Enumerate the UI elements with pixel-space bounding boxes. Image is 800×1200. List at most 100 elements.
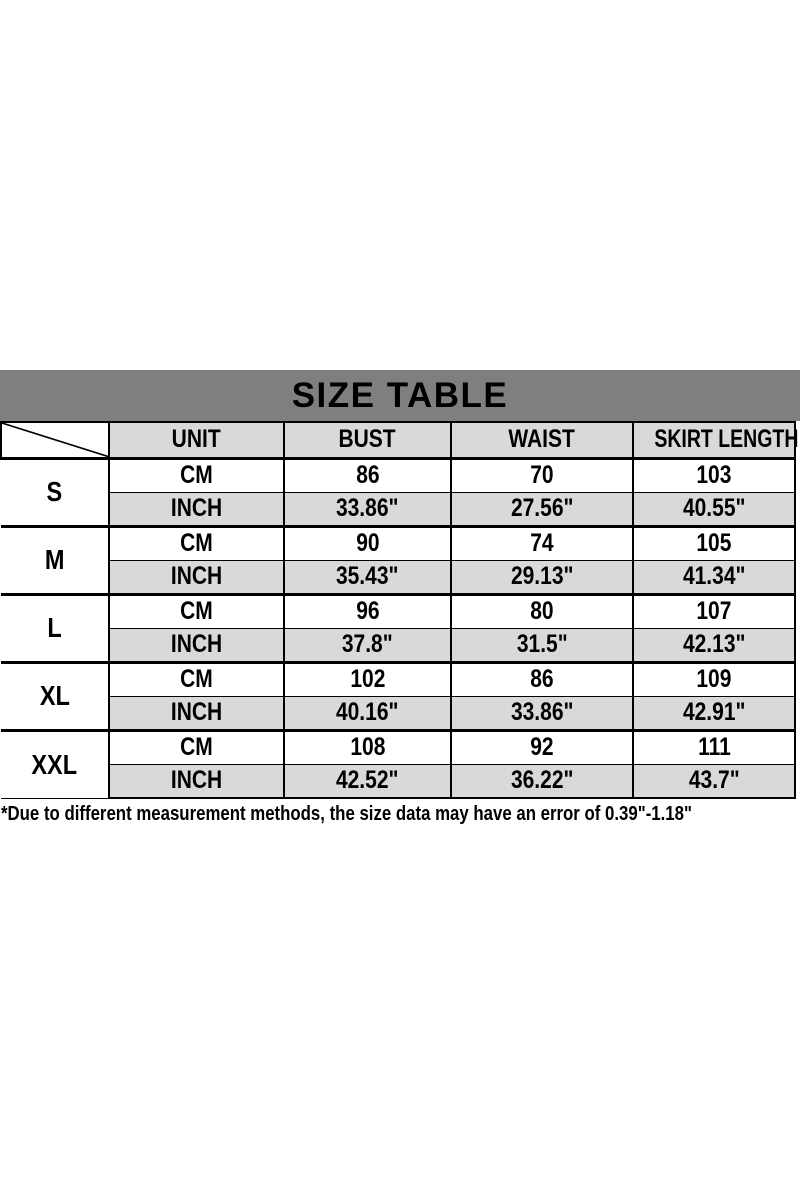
cell-skirt-length: 42.13" — [632, 627, 796, 663]
row-xl-inch: INCH 40.16" 33.86" 42.91" — [1, 695, 796, 731]
cell-text: 86 — [530, 665, 554, 693]
cell-text: 40.16" — [336, 698, 399, 726]
unit-text: INCH — [170, 562, 223, 590]
cell-text: 27.56" — [510, 494, 574, 522]
cell-text: 107 — [696, 597, 732, 625]
cell-waist: 70 — [450, 456, 634, 493]
cell-text: 36.22" — [510, 766, 574, 795]
cell-bust: 86 — [283, 456, 452, 493]
unit-text: CM — [180, 665, 213, 693]
row-l-cm: L CM 96 80 107 — [1, 592, 796, 663]
col-header-label: UNIT — [171, 425, 221, 454]
size-text: L — [47, 612, 62, 643]
cell-waist: 86 — [450, 660, 634, 697]
cell-text: 74 — [530, 529, 554, 557]
cell-text: 80 — [530, 597, 554, 625]
title-bar: SIZE TABLE — [0, 370, 800, 421]
unit-cell: INCH — [108, 627, 285, 663]
cell-text: 70 — [530, 461, 554, 489]
cell-waist: 36.22" — [450, 763, 634, 799]
cell-text: 33.86" — [336, 494, 399, 522]
unit-text: INCH — [170, 698, 223, 726]
col-header-label: BUST — [338, 425, 397, 454]
footnote-text: *Due to different measurement methods, t… — [1, 803, 692, 825]
cell-bust: 42.52" — [283, 763, 452, 799]
cell-text: 86 — [355, 461, 380, 489]
cell-skirt-length: 41.34" — [632, 559, 796, 595]
cell-waist: 33.86" — [450, 695, 634, 731]
unit-cell: INCH — [108, 695, 285, 731]
cell-text: 35.43" — [336, 562, 399, 590]
cell-text: 90 — [355, 529, 380, 557]
row-xxl-cm: XXL CM 108 92 111 — [1, 728, 796, 799]
cell-text: 29.13" — [510, 562, 574, 590]
size-text: XXL — [31, 748, 78, 780]
cell-skirt-length: 40.55" — [632, 491, 796, 527]
size-table: UNIT BUST WAIST SKIRT LENGTH S CM 86 70 … — [0, 421, 799, 799]
cell-text: 42.52" — [336, 766, 399, 795]
cell-text: 33.86" — [510, 698, 574, 726]
size-text: S — [46, 476, 63, 507]
col-header-bust: BUST — [283, 421, 452, 459]
cell-skirt-length: 111 — [632, 728, 796, 765]
unit-cell: CM — [108, 524, 285, 561]
diagonal-cell — [0, 421, 110, 459]
cell-bust: 40.16" — [283, 695, 452, 731]
cell-skirt-length: 43.7" — [632, 763, 796, 799]
row-s-cm: S CM 86 70 103 — [1, 456, 796, 527]
cell-text: 96 — [355, 597, 380, 625]
cell-text: 108 — [349, 733, 386, 761]
cell-bust: 35.43" — [283, 559, 452, 595]
cell-text: 42.91" — [682, 698, 746, 726]
cell-skirt-length: 107 — [632, 592, 796, 629]
unit-text: CM — [180, 461, 213, 489]
cell-skirt-length: 109 — [632, 660, 796, 697]
unit-cell: CM — [108, 592, 285, 629]
col-header-skirt-length: SKIRT LENGTH — [632, 421, 799, 459]
row-s-inch: INCH 33.86" 27.56" 40.55" — [1, 491, 796, 527]
col-header-waist: WAIST — [450, 421, 634, 459]
size-label-xxl: XXL — [1, 728, 110, 799]
cell-text: 31.5" — [516, 630, 568, 658]
size-text: XL — [39, 680, 70, 711]
col-header-label: SKIRT LENGTH — [654, 425, 799, 454]
unit-text: INCH — [170, 630, 223, 658]
unit-cell: INCH — [108, 763, 285, 799]
cell-waist: 29.13" — [450, 559, 634, 595]
row-m-cm: M CM 90 74 105 — [1, 524, 796, 595]
cell-text: 42.13" — [682, 630, 746, 658]
row-m-inch: INCH 35.43" 29.13" 41.34" — [1, 559, 796, 595]
cell-skirt-length: 105 — [632, 524, 796, 561]
row-xl-cm: XL CM 102 86 109 — [1, 660, 796, 731]
header-row: UNIT BUST WAIST SKIRT LENGTH — [0, 421, 799, 459]
diagonal-line-icon — [2, 423, 108, 457]
size-label-xl: XL — [1, 660, 110, 731]
cell-text: 92 — [530, 733, 554, 761]
cell-waist: 92 — [450, 728, 634, 765]
col-header-unit: UNIT — [108, 421, 285, 459]
cell-waist: 31.5" — [450, 627, 634, 663]
cell-bust: 33.86" — [283, 491, 452, 527]
cell-bust: 108 — [283, 728, 452, 765]
unit-cell: CM — [108, 456, 285, 493]
cell-bust: 90 — [283, 524, 452, 561]
unit-text: INCH — [170, 494, 223, 522]
unit-text: INCH — [170, 766, 223, 795]
unit-cell: CM — [108, 728, 285, 765]
unit-cell: INCH — [108, 559, 285, 595]
row-xxl-inch: INCH 42.52" 36.22" 43.7" — [1, 763, 796, 799]
size-label-m: M — [1, 524, 110, 595]
cell-text: 43.7" — [688, 766, 740, 795]
cell-text: 40.55" — [682, 494, 746, 522]
cell-text: 111 — [697, 733, 731, 761]
cell-text: 103 — [696, 461, 732, 489]
page-title: SIZE TABLE — [291, 375, 509, 415]
size-text: M — [44, 544, 65, 575]
cell-waist: 27.56" — [450, 491, 634, 527]
cell-text: 102 — [349, 665, 386, 693]
row-l-inch: INCH 37.8" 31.5" 42.13" — [1, 627, 796, 663]
cell-text: 105 — [696, 529, 732, 557]
cell-bust: 102 — [283, 660, 452, 697]
cell-skirt-length: 103 — [632, 456, 796, 493]
